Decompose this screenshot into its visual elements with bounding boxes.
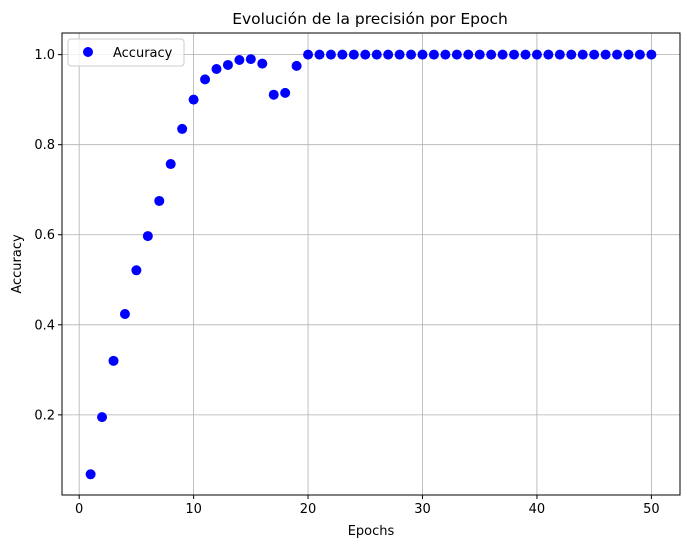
data-point — [589, 50, 599, 60]
x-tick-label: 20 — [300, 502, 317, 517]
data-point — [406, 50, 416, 60]
data-point — [292, 61, 302, 71]
data-point — [166, 159, 176, 169]
data-point — [234, 55, 244, 65]
y-tick-label: 0.6 — [34, 228, 55, 243]
data-point — [257, 59, 267, 69]
data-point — [200, 74, 210, 84]
data-point — [578, 50, 588, 60]
y-tick-label: 0.8 — [34, 138, 55, 153]
data-point — [486, 50, 496, 60]
data-point — [498, 50, 508, 60]
data-point — [635, 50, 645, 60]
data-point — [246, 54, 256, 64]
data-point — [555, 50, 565, 60]
y-axis-label: Accuracy — [10, 234, 25, 294]
data-point — [566, 50, 576, 60]
data-point — [349, 50, 359, 60]
data-point — [521, 50, 531, 60]
x-tick-label: 50 — [643, 502, 660, 517]
data-point — [532, 50, 542, 60]
chart-title: Evolución de la precisión por Epoch — [232, 10, 508, 28]
data-point — [177, 124, 187, 134]
data-point — [418, 50, 428, 60]
data-point — [601, 50, 611, 60]
data-point — [452, 50, 462, 60]
data-point — [429, 50, 439, 60]
data-point — [360, 50, 370, 60]
data-point — [543, 50, 553, 60]
x-tick-label: 0 — [75, 502, 83, 517]
data-point — [223, 60, 233, 70]
data-point — [372, 50, 382, 60]
data-point — [624, 50, 634, 60]
data-point — [212, 64, 222, 74]
data-point — [440, 50, 450, 60]
data-point — [303, 50, 313, 60]
data-point — [131, 265, 141, 275]
data-point — [143, 231, 153, 241]
data-point — [109, 356, 119, 366]
data-point — [189, 95, 199, 105]
data-point — [315, 50, 325, 60]
data-point — [463, 50, 473, 60]
x-tick-label: 40 — [529, 502, 546, 517]
data-point — [612, 50, 622, 60]
y-tick-label: 1.0 — [34, 48, 55, 63]
legend: Accuracy — [68, 39, 184, 66]
y-tick-label: 0.4 — [34, 318, 55, 333]
x-tick-label: 30 — [414, 502, 431, 517]
data-point — [395, 50, 405, 60]
data-point — [269, 90, 279, 100]
data-point — [383, 50, 393, 60]
data-point — [475, 50, 485, 60]
data-point — [86, 469, 96, 479]
x-axis-label: Epochs — [348, 524, 395, 539]
data-point — [97, 412, 107, 422]
data-point — [120, 309, 130, 319]
x-tick-label: 10 — [185, 502, 202, 517]
data-point — [326, 50, 336, 60]
data-point — [646, 50, 656, 60]
data-point — [337, 50, 347, 60]
data-point — [280, 88, 290, 98]
data-point — [154, 196, 164, 206]
y-tick-label: 0.2 — [34, 408, 55, 423]
data-point — [509, 50, 519, 60]
legend-marker — [83, 47, 93, 57]
legend-label: Accuracy — [113, 46, 173, 61]
